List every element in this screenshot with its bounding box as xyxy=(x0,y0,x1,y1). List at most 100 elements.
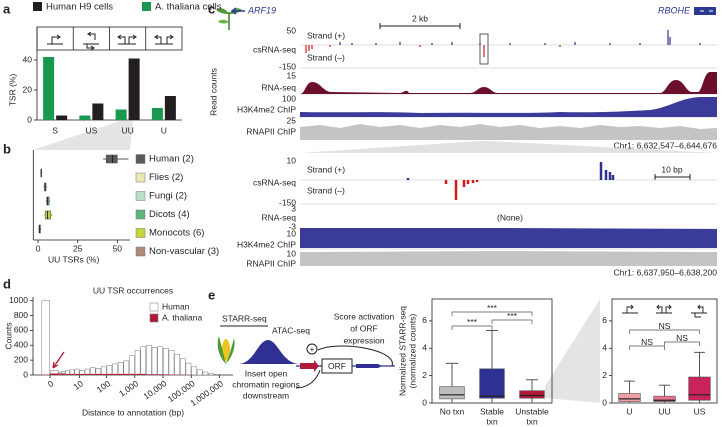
gene-arrow xyxy=(230,7,245,15)
histogram-bar xyxy=(180,358,186,376)
x-axis-label: UU TSRs (%) xyxy=(48,254,99,264)
activation-arrow xyxy=(317,345,393,367)
zoom-connector xyxy=(300,141,717,153)
legend-label: Dicots (4) xyxy=(149,209,190,220)
histogram-bar xyxy=(70,373,75,375)
histogram-bar xyxy=(118,373,124,375)
insert-arrow xyxy=(295,369,321,389)
schematic-title: STARR-seq xyxy=(222,313,267,323)
histogram-bar xyxy=(152,374,158,375)
scale-bar-label: 2 kb xyxy=(412,13,428,23)
histogram-bar xyxy=(85,373,90,375)
track-max: 3 xyxy=(291,203,296,213)
x-tick-label: txn xyxy=(526,416,538,426)
legend-label: A. thaliana cells xyxy=(155,2,222,13)
y-tick-label: 200 xyxy=(14,354,28,364)
track-max: 100 xyxy=(282,93,296,103)
track-name: RNA-seq xyxy=(262,212,297,222)
track-max: 50 xyxy=(287,25,297,35)
strand-label: Strand (+) xyxy=(307,164,345,174)
y-tick-label: 0 xyxy=(27,114,32,124)
icon xyxy=(216,8,229,14)
legend-label: Human (2) xyxy=(149,154,194,165)
histogram-bar xyxy=(106,373,112,375)
histogram-bar xyxy=(74,373,80,375)
track-note: (None) xyxy=(497,212,523,222)
x-tick-label: 1,000 xyxy=(117,378,140,399)
schematic-text: chromatin regions xyxy=(232,379,300,389)
x-tick-label: 25 xyxy=(73,243,83,253)
x-tick-label: 10,000 xyxy=(141,378,168,401)
legend-label: Human H9 cells xyxy=(46,2,113,13)
histogram-bar xyxy=(112,373,118,375)
y-tick-label: 2 xyxy=(422,370,427,380)
y-tick-label: 1000 xyxy=(9,295,28,305)
corn-icon xyxy=(222,339,230,361)
y-tick-label: 4 xyxy=(602,343,607,353)
histogram-bar xyxy=(151,347,158,376)
significance-bracket xyxy=(664,341,700,346)
y-tick-label: 4 xyxy=(422,343,427,353)
track-max: 15 xyxy=(287,70,297,80)
rna-signal xyxy=(300,72,717,94)
y-axis-label: Counts xyxy=(3,323,13,350)
histogram-bar xyxy=(112,363,118,376)
bar xyxy=(128,58,140,120)
bar xyxy=(56,115,68,120)
histogram-bar xyxy=(129,355,135,376)
panel-label: d xyxy=(3,276,11,291)
x-tick-label: S xyxy=(52,125,58,135)
histogram-bar xyxy=(196,369,203,376)
bar xyxy=(92,103,104,120)
y-tick-label: 600 xyxy=(14,325,28,335)
significance-bracket xyxy=(451,325,493,330)
bar xyxy=(151,108,163,120)
box xyxy=(618,393,641,402)
histogram-bar xyxy=(174,353,180,376)
histogram-bar xyxy=(213,374,220,376)
y-tick-label: 0 xyxy=(422,397,427,407)
legend-swatch xyxy=(135,246,146,257)
y-tick-label: 2 xyxy=(602,370,607,380)
significance-bracket xyxy=(629,345,665,350)
x-tick-label: 0 xyxy=(36,243,41,253)
y-tick-label: 400 xyxy=(14,340,28,350)
legend-swatch xyxy=(33,2,42,11)
significance-label: NS xyxy=(641,337,653,347)
histogram-bar xyxy=(140,373,146,375)
histogram-bar xyxy=(191,366,197,376)
significance-label: *** xyxy=(467,317,478,327)
histogram-bar xyxy=(50,373,59,375)
histogram-bar xyxy=(90,373,96,375)
legend-label: Non-vascular (3) xyxy=(149,246,219,257)
atac-peak xyxy=(238,340,300,364)
y-tick-label: 0 xyxy=(23,369,28,379)
histogram-bar xyxy=(106,365,113,376)
legend-label: Flies (2) xyxy=(149,172,183,183)
histogram-bar xyxy=(202,371,209,376)
cs-signal-minus xyxy=(305,45,561,57)
track-name: RNAPII ChIP xyxy=(246,258,296,268)
track-name: csRNA-seq xyxy=(253,44,296,54)
insert-region xyxy=(356,364,382,368)
schematic-text: expression xyxy=(343,335,384,345)
axis-label: Read counts xyxy=(208,68,218,116)
histogram-bar xyxy=(146,345,152,376)
gene-label: ARF19 xyxy=(247,5,276,15)
strand-label: Strand (–) xyxy=(307,185,345,195)
cs-signal-minus xyxy=(444,180,479,200)
histogram-bar xyxy=(95,373,101,375)
track-name: H3K4me2 ChIP xyxy=(237,239,296,249)
y-tick-label: 6 xyxy=(602,315,607,325)
legend-swatch xyxy=(149,302,159,312)
histogram-bar xyxy=(163,348,169,376)
box xyxy=(688,376,711,401)
rnapii-signal xyxy=(300,124,717,140)
gene-body xyxy=(694,7,716,15)
histogram-bar xyxy=(163,374,169,375)
rnapii-signal xyxy=(300,251,717,266)
track-max: 10 xyxy=(287,248,297,258)
significance-label: NS xyxy=(676,333,688,343)
schematic-text: of ORF xyxy=(350,323,377,333)
